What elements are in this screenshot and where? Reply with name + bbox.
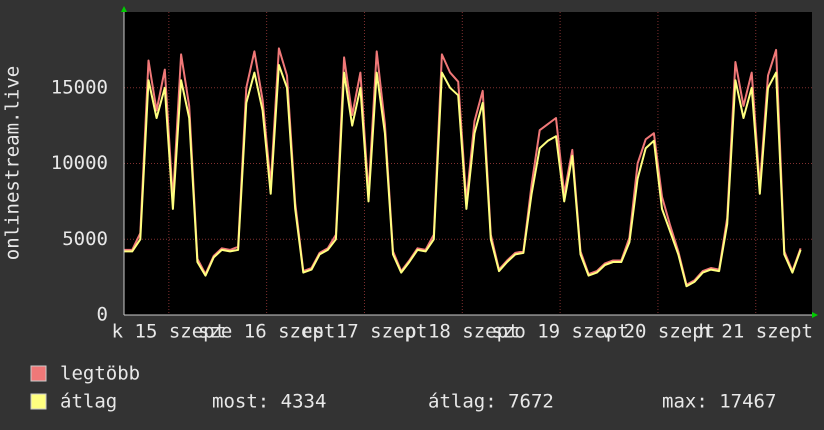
legend-label: átlag bbox=[60, 391, 117, 413]
stat-label: átlag: 7672 bbox=[428, 391, 554, 413]
legend-swatch bbox=[30, 393, 47, 410]
axis-arrow bbox=[121, 6, 127, 12]
y-tick-label: 15000 bbox=[51, 76, 108, 98]
x-tick-label: h 21 szept bbox=[699, 321, 813, 343]
x-tick-label: k 15 szept bbox=[112, 321, 226, 343]
x-tick-label: p 18 szept bbox=[405, 321, 519, 343]
stat-label: most: 4334 bbox=[212, 391, 326, 413]
x-tick-label: sze 16 szept bbox=[198, 321, 335, 343]
y-axis-label: onlinestream.live bbox=[2, 66, 24, 260]
axis-arrow bbox=[812, 312, 818, 318]
y-tick-label: 0 bbox=[97, 304, 108, 326]
y-tick-label: 5000 bbox=[62, 228, 108, 250]
series-line bbox=[124, 64, 802, 288]
y-tick-label: 10000 bbox=[51, 152, 108, 174]
x-tick-label: cs 17 szept bbox=[302, 321, 428, 343]
x-tick-label: v 20 szept bbox=[601, 321, 715, 343]
legend-swatch bbox=[30, 365, 47, 382]
legend-label: legtöbb bbox=[60, 363, 140, 385]
x-tick-label: szo 19 szept bbox=[491, 321, 628, 343]
stat-label: max: 17467 bbox=[662, 391, 776, 413]
